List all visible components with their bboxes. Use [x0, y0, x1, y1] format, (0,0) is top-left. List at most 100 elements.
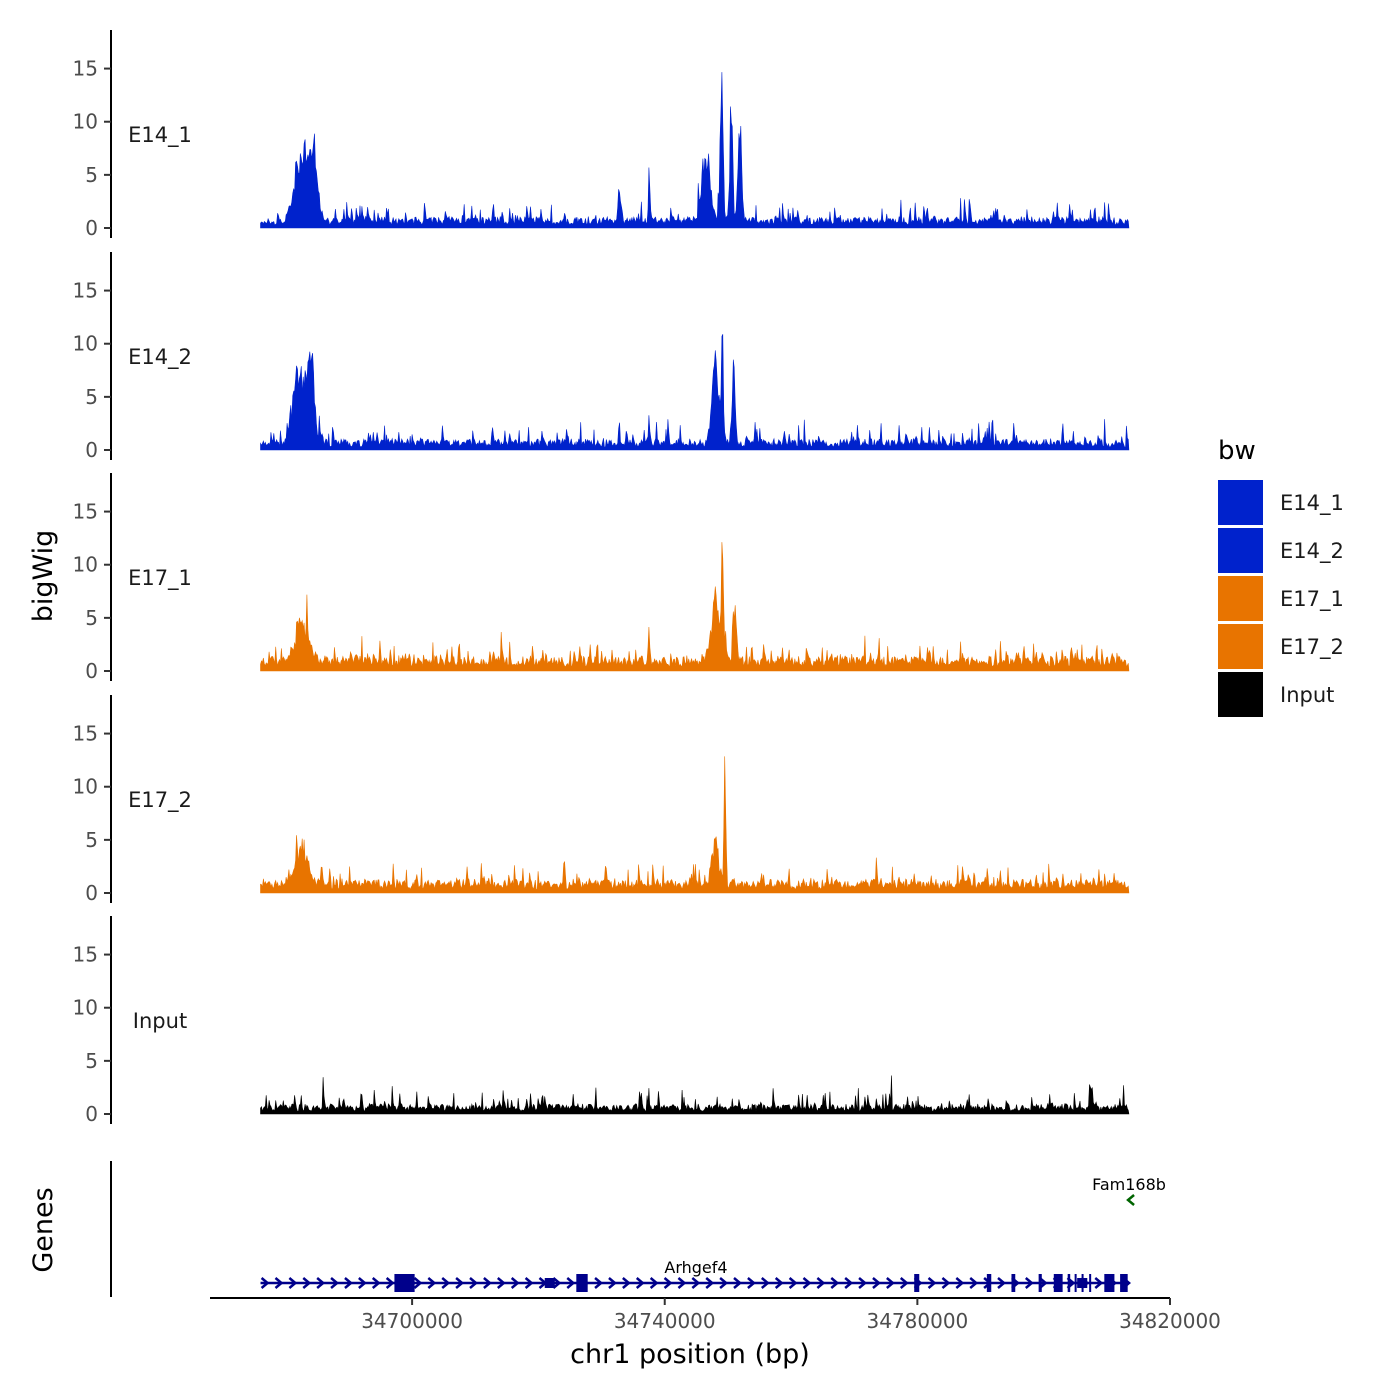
strand-arrow: [344, 1277, 353, 1289]
strand-arrow: [719, 1277, 729, 1289]
strand-arrow: [566, 1277, 576, 1289]
strand-arrow: [830, 1277, 840, 1289]
y-tick-label: 10: [73, 332, 98, 356]
y-tick-label: 15: [73, 279, 98, 303]
strand-arrow: [427, 1277, 437, 1289]
legend-swatch-e14-1: [1218, 480, 1263, 525]
strand-arrow: [510, 1277, 520, 1289]
track-e14-2: 0 5 10 15 E14_2: [73, 252, 1130, 462]
x-axis-ticks: 34700000 34740000 34780000 34820000: [361, 1298, 1221, 1333]
gene-fam168b: Fam168b: [1092, 1175, 1166, 1206]
signal-area-e14-1: [260, 72, 1130, 229]
x-tick-label: 34700000: [361, 1309, 463, 1333]
y-tick-label: 10: [73, 553, 98, 577]
legend-swatch-input: [1218, 672, 1263, 717]
strand-arrow: [330, 1277, 340, 1289]
strand-arrow: [899, 1277, 909, 1289]
y-tick-label: 10: [73, 110, 98, 134]
strand-arrow: [677, 1277, 687, 1289]
strand-arrow: [747, 1277, 756, 1289]
tracks: 0 5 10 15 E14_1 0 5 10 15 E14_2 0 5 10 15 E17_1 0 5 10 15 E…: [73, 30, 1130, 1126]
strand-arrow: [760, 1277, 770, 1289]
strand-arrow: [886, 1277, 895, 1289]
track-e14-1: 0 5 10 15 E14_1: [73, 30, 1130, 240]
strand-arrow: [260, 1277, 270, 1289]
strand-arrow: [788, 1277, 798, 1289]
y-axis-title-genes: Genes: [28, 1187, 59, 1272]
track-input: 0 5 10 15 Input: [73, 916, 1130, 1126]
signal-area-e17-1: [260, 542, 1130, 672]
strand-arrow: [844, 1277, 854, 1289]
y-tick-label: 0: [85, 438, 98, 462]
strand-arrow: [663, 1277, 673, 1289]
x-axis-title: chr1 position (bp): [570, 1339, 810, 1370]
strand-arrow: [1126, 1194, 1135, 1206]
strand-arrow: [941, 1277, 951, 1289]
strand-arrow: [858, 1277, 868, 1289]
strand-arrow: [469, 1277, 478, 1289]
legend-swatch-e17-1: [1218, 576, 1263, 621]
strand-arrow: [371, 1277, 381, 1289]
y-tick-label: 0: [85, 1102, 98, 1126]
gene-exon: [1120, 1274, 1128, 1292]
track-label: E17_1: [128, 566, 192, 591]
strand-arrow: [302, 1277, 312, 1289]
strand-arrow: [733, 1277, 742, 1289]
y-tick-label: 15: [73, 57, 98, 81]
gene-exon: [1104, 1274, 1115, 1292]
strand-arrow: [455, 1277, 465, 1289]
gene-label: Arhgef4: [664, 1258, 727, 1277]
y-axis-title-bigwig: bigWig: [28, 530, 59, 623]
strand-arrow: [358, 1277, 367, 1289]
track-label: Input: [133, 1009, 187, 1033]
gene-exon: [914, 1274, 920, 1292]
gene-exon: [576, 1274, 588, 1292]
x-tick-label: 34820000: [1119, 1309, 1221, 1333]
gene-exon: [1067, 1274, 1071, 1292]
legend-swatch-e17-2: [1218, 624, 1263, 669]
strand-arrow: [608, 1277, 617, 1289]
signal-area-input: [260, 1075, 1130, 1115]
legend-label: E17_1: [1280, 587, 1344, 612]
gene-exon: [394, 1274, 415, 1292]
strand-arrow: [1024, 1277, 1034, 1289]
y-tick-label: 5: [85, 163, 98, 187]
strand-arrow: [927, 1277, 937, 1289]
gene-utr: [544, 1278, 555, 1288]
y-tick-label: 10: [73, 775, 98, 799]
strand-arrow: [649, 1277, 659, 1289]
strand-arrow: [955, 1277, 965, 1289]
strand-arrow: [316, 1277, 326, 1289]
strand-arrow: [774, 1277, 784, 1289]
legend-label: Input: [1280, 683, 1334, 707]
strand-arrow: [496, 1277, 506, 1289]
legend-swatch-e14-2: [1218, 528, 1263, 573]
gene-exon: [986, 1274, 992, 1292]
strand-arrow: [1094, 1277, 1104, 1289]
strand-arrow: [691, 1277, 701, 1289]
y-tick-label: 0: [85, 659, 98, 683]
x-tick-label: 34740000: [614, 1309, 716, 1333]
strand-arrow: [524, 1277, 534, 1289]
legend-label: E14_2: [1280, 539, 1344, 564]
strand-arrow: [385, 1277, 395, 1289]
strand-arrow: [552, 1277, 562, 1289]
gene-track: Arhgef4 Fam168b: [260, 1175, 1166, 1292]
gene-exon: [1081, 1274, 1084, 1292]
x-tick-label: 34780000: [866, 1309, 968, 1333]
gene-exon: [1011, 1274, 1016, 1292]
gene-exon: [1089, 1274, 1092, 1292]
signal-area-e14-2: [260, 334, 1130, 451]
strand-arrow: [594, 1277, 604, 1289]
y-tick-label: 0: [85, 216, 98, 240]
track-label: E17_2: [128, 788, 192, 813]
y-tick-label: 5: [85, 1049, 98, 1073]
gene-exon: [1038, 1274, 1042, 1292]
y-tick-label: 5: [85, 828, 98, 852]
legend-label: E17_2: [1280, 635, 1344, 660]
strand-arrow: [441, 1277, 451, 1289]
signal-area-e17-2: [260, 756, 1130, 894]
strand-arrow: [969, 1277, 979, 1289]
track-label: E14_2: [128, 345, 192, 370]
y-tick-label: 15: [73, 722, 98, 746]
